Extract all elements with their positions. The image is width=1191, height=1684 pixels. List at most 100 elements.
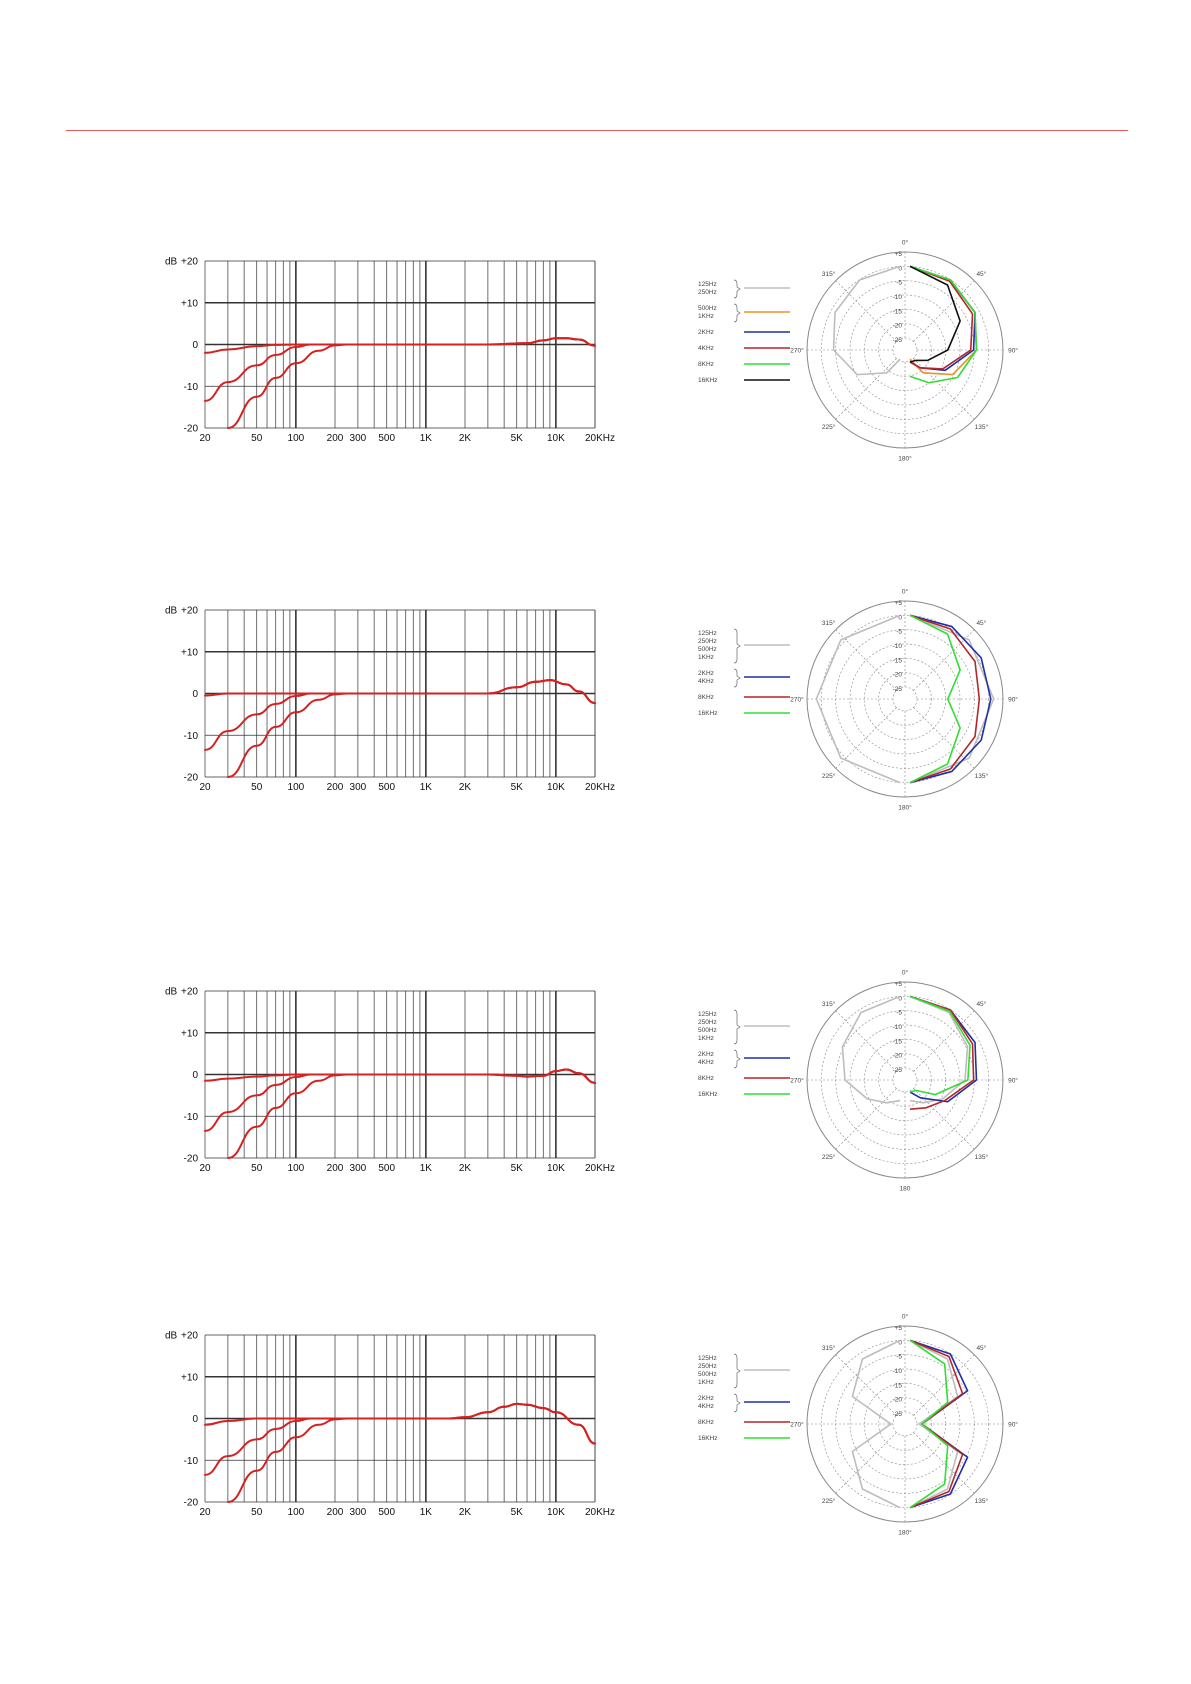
legend-label: 8KHz [698, 361, 714, 368]
x-tick-label: 2K [459, 1163, 472, 1174]
x-tick-label: 5K [511, 1507, 524, 1518]
y-tick-label: +10 [181, 1372, 198, 1383]
angle-label: 0° [902, 239, 909, 247]
angle-label: 270° [790, 1077, 804, 1085]
x-tick-label: 300 [350, 1163, 367, 1174]
legend-label: 1KHz [698, 1035, 714, 1042]
angle-label: 135° [975, 1497, 989, 1505]
angle-label: 270° [790, 696, 804, 704]
ring-label: -5 [896, 1354, 902, 1361]
ring-label: -20 [893, 1397, 903, 1404]
angle-label: 45° [976, 270, 986, 278]
angle-label: 135° [975, 772, 989, 780]
y-tick-label: 0 [192, 1070, 198, 1081]
legend-label: 16KHz [698, 377, 718, 384]
y-tick-label: -20 [184, 1154, 199, 1165]
x-tick-label: 2K [459, 782, 472, 793]
y-tick-label: +10 [181, 298, 198, 309]
polar-ring [849, 294, 961, 406]
y-tick-label: +10 [181, 647, 198, 658]
angle-label: 180° [898, 455, 912, 463]
y-tick-label: +10 [181, 1028, 198, 1039]
y-axis-label: dB [165, 257, 178, 268]
angle-label: 0° [902, 969, 909, 977]
x-tick-label: 1K [420, 1507, 433, 1518]
legend-label: 125Hz [698, 281, 717, 288]
legend-brace [733, 628, 741, 664]
y-tick-label: -10 [184, 382, 199, 393]
response-curve-3 [226, 1402, 596, 1503]
legend-brace [733, 668, 741, 688]
x-tick-label: 100 [288, 433, 305, 444]
x-tick-label: 20KHz [585, 433, 615, 444]
polar-spoke [835, 280, 897, 342]
legend-label: 250Hz [698, 1019, 717, 1026]
polar-ring [849, 1024, 961, 1136]
polar-curve-1 [841, 995, 969, 1104]
frequency-response-chart-3: +20 +10 0 -10 -20 dB 20 50 100 200 300 500 1K 2K 5K 10K… [165, 987, 615, 1175]
ring-label: -25 [893, 686, 903, 693]
frequency-response-chart-1: +20 +10 0 -10 -20 dB 20 50 100 200 300 500 1K 2K 5K 10K… [165, 257, 615, 445]
y-tick-label: -10 [184, 1456, 199, 1467]
ring-label: -10 [893, 1024, 903, 1031]
x-tick-label: 200 [327, 1163, 344, 1174]
legend-label: 500Hz [698, 305, 717, 312]
angle-label: 45° [976, 1344, 986, 1352]
response-curve-3 [226, 337, 596, 429]
legend-brace [733, 1049, 741, 1069]
x-tick-label: 50 [251, 782, 263, 793]
legend-brace [733, 1353, 741, 1389]
legend-label: 250Hz [698, 289, 717, 296]
x-tick-label: 10K [547, 782, 565, 793]
x-tick-label: 100 [288, 1163, 305, 1174]
polar-pattern-chart-4: +5 0 -5 -10 -15 -20 -25 0° 45° 90° 135° 180° 225° 270… [698, 1313, 1018, 1537]
x-tick-label: 20 [199, 1163, 211, 1174]
angle-label: 225° [822, 1153, 836, 1161]
legend-label: 4KHz [698, 1403, 714, 1410]
x-tick-label: 5K [511, 782, 524, 793]
x-tick-label: 20 [199, 782, 211, 793]
x-tick-label: 10K [547, 1163, 565, 1174]
ring-label: -20 [893, 672, 903, 679]
response-curve-3 [226, 679, 596, 778]
y-tick-label: -20 [184, 773, 199, 784]
x-tick-label: 50 [251, 1507, 263, 1518]
x-tick-label: 5K [511, 1163, 524, 1174]
ring-label: -20 [893, 323, 903, 330]
angle-label: 90° [1008, 1421, 1018, 1429]
x-tick-label: 50 [251, 1163, 263, 1174]
legend-label: 2KHz [698, 1051, 714, 1058]
legend-label: 8KHz [698, 1075, 714, 1082]
y-tick-label: +20 [181, 257, 198, 268]
x-tick-label: 200 [327, 782, 344, 793]
ring-label: -10 [893, 643, 903, 650]
polar-curve-4 [909, 995, 971, 1096]
legend-label: 2KHz [698, 329, 714, 336]
y-tick-label: -20 [184, 1498, 199, 1509]
x-tick-label: 500 [378, 433, 395, 444]
response-curve-1 [204, 679, 596, 705]
polar-ring [821, 615, 989, 783]
legend-label: 125Hz [698, 630, 717, 637]
angle-label: 315° [822, 619, 836, 627]
polar-ring [878, 672, 932, 726]
x-tick-label: 1K [420, 1163, 433, 1174]
x-tick-label: 20KHz [585, 782, 615, 793]
x-tick-label: 500 [378, 1507, 395, 1518]
x-tick-label: 20KHz [585, 1163, 615, 1174]
y-tick-label: +20 [181, 987, 198, 998]
x-tick-label: 20KHz [585, 1507, 615, 1518]
legend-label: 2KHz [698, 1395, 714, 1402]
ring-label: -15 [893, 1038, 903, 1045]
ring-label: -15 [893, 1382, 903, 1389]
legend-label: 500Hz [698, 646, 717, 653]
ring-label: -10 [893, 294, 903, 301]
y-axis-label: dB [165, 987, 178, 998]
ring-label: -15 [893, 308, 903, 315]
ring-label: 0 [898, 614, 902, 621]
ring-label: +5 [895, 600, 903, 607]
ring-label: 0 [898, 1339, 902, 1346]
polar-ring [849, 643, 961, 755]
legend-label: 2KHz [698, 670, 714, 677]
y-tick-label: -20 [184, 424, 199, 435]
